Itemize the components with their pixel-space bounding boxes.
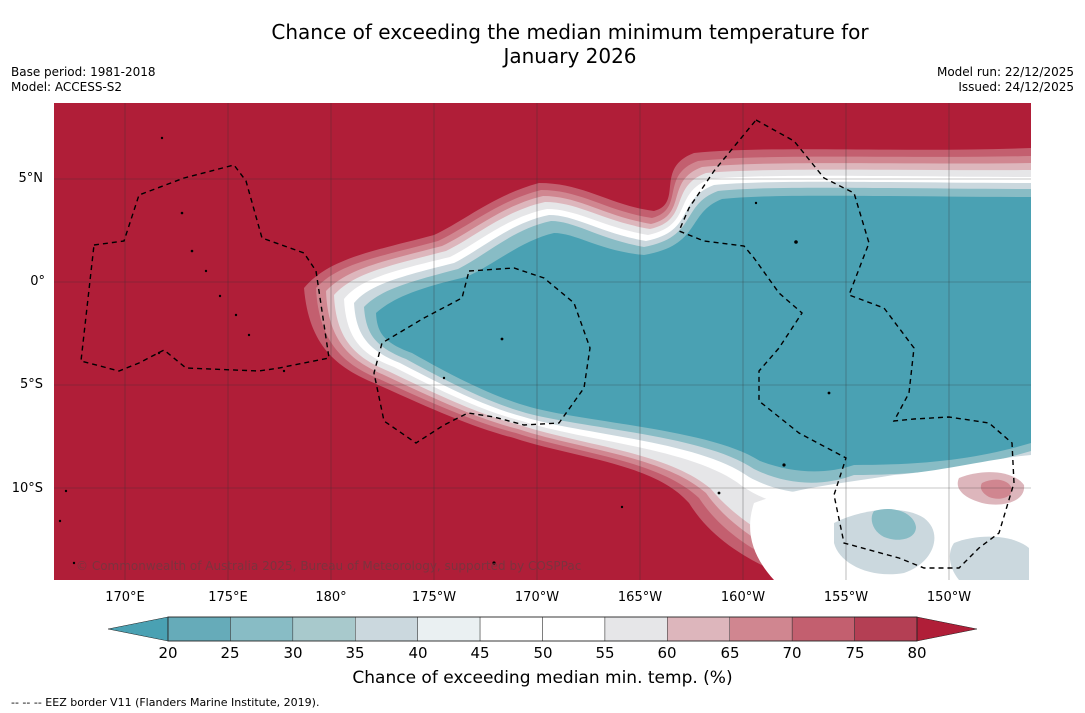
lat-label-0: 0° xyxy=(30,274,45,289)
colorbar-bin xyxy=(417,616,481,642)
island-dot xyxy=(620,505,624,509)
lon-label-170e: 170°E xyxy=(105,590,145,605)
lon-label-165w: 165°W xyxy=(617,590,663,605)
colorbar-bin xyxy=(355,616,418,642)
island-dot xyxy=(794,240,798,244)
island-dot xyxy=(492,561,496,565)
island-dot xyxy=(58,519,62,523)
lon-label-150w: 150°W xyxy=(926,590,972,605)
colorbar-extend-high xyxy=(916,616,978,642)
island-dot xyxy=(717,491,721,495)
colorbar-tick-75: 75 xyxy=(845,644,865,662)
colorbar-tick-25: 25 xyxy=(220,644,240,662)
lon-label-155w: 155°W xyxy=(823,590,869,605)
colorbar-tick-20: 20 xyxy=(158,644,178,662)
colorbar-tick-80: 80 xyxy=(907,644,927,662)
colorbar-tick-55: 55 xyxy=(595,644,615,662)
model-run: Model run: 22/12/2025 xyxy=(936,65,1074,79)
island-dot xyxy=(827,391,831,395)
lon-label-170w: 170°W xyxy=(514,590,560,605)
colorbar-bin xyxy=(167,616,231,642)
eez-line-islands xyxy=(678,119,1015,569)
lat-label-5n: 5°N xyxy=(18,171,44,186)
colorbar-tick-30: 30 xyxy=(283,644,303,662)
lat-label-5s: 5°S xyxy=(19,377,43,392)
southeast-teal-patch xyxy=(871,508,916,540)
map-svg xyxy=(54,103,1031,580)
meta-right: Model run: 22/12/2025 Issued: 24/12/2025 xyxy=(937,65,1074,95)
island-dot xyxy=(500,337,504,341)
colorbar-tick-50: 50 xyxy=(533,644,553,662)
island-dot xyxy=(234,313,238,317)
colorbar-bin xyxy=(667,616,731,642)
islands xyxy=(58,136,831,565)
island-dot xyxy=(282,369,286,373)
island-dot xyxy=(782,463,786,467)
island-dot xyxy=(157,351,161,355)
colorbar xyxy=(108,616,978,642)
title-line-2: January 2026 xyxy=(503,44,637,68)
island-dot xyxy=(64,489,68,493)
colorbar-tick-65: 65 xyxy=(720,644,740,662)
copyright-text: © Commonwealth of Australia 2025, Bureau… xyxy=(76,559,582,573)
colorbar-tick-35: 35 xyxy=(345,644,365,662)
model-name: Model: ACCESS-S2 xyxy=(11,80,123,94)
lon-label-160w: 160°W xyxy=(720,590,766,605)
island-dot xyxy=(190,249,194,253)
island-dot xyxy=(754,201,758,205)
colorbar-bin xyxy=(729,616,793,642)
meta-left: Base period: 1981-2018 Model: ACCESS-S2 xyxy=(11,65,156,95)
island-dot xyxy=(218,294,222,298)
eez-phoenix-islands xyxy=(373,267,591,444)
southeast-grey-patch-2 xyxy=(949,536,1029,580)
colorbar-label: Chance of exceeding median min. temp. (%… xyxy=(352,668,733,688)
southeast-red-patch xyxy=(980,479,1012,499)
colorbar-tick-70: 70 xyxy=(782,644,802,662)
lon-label-180: 180° xyxy=(315,590,347,605)
colorbar-bin xyxy=(542,616,606,642)
gridlines xyxy=(54,103,1031,580)
colorbar-outline xyxy=(167,616,918,642)
eez-tuvalu-kiribati-west xyxy=(80,164,330,372)
island-dot xyxy=(180,211,184,215)
colorbar-tick-45: 45 xyxy=(470,644,490,662)
eez-borders xyxy=(80,119,1015,569)
lon-label-175e: 175°E xyxy=(208,590,248,605)
island-dot xyxy=(442,376,446,380)
colorbar-tick-40: 40 xyxy=(408,644,428,662)
colorbar-extend-low xyxy=(108,616,169,642)
colorbar-bin xyxy=(604,616,668,642)
map-area xyxy=(54,103,1031,580)
colorbar-bin xyxy=(292,616,356,642)
title-line-1: Chance of exceeding the median minimum t… xyxy=(271,20,869,44)
island-dot xyxy=(204,269,208,273)
lon-label-175w: 175°W xyxy=(411,590,457,605)
colorbar-bin xyxy=(479,616,543,642)
colorbar-bin xyxy=(230,616,294,642)
map-title: Chance of exceeding the median minimum t… xyxy=(0,20,1085,68)
colorbar-bins xyxy=(167,616,918,642)
base-period: Base period: 1981-2018 xyxy=(11,65,156,79)
island-dot xyxy=(247,333,251,337)
eez-legend-note: -- -- -- EEZ border V11 (Flanders Marine… xyxy=(11,696,320,709)
lat-label-10s: 10°S xyxy=(11,481,43,496)
issued-date: Issued: 24/12/2025 xyxy=(958,80,1074,94)
contour-20 xyxy=(376,195,1031,472)
colorbar-bin xyxy=(854,616,918,642)
island-dot xyxy=(72,561,76,565)
colorbar-tick-60: 60 xyxy=(657,644,677,662)
island-dot xyxy=(160,136,164,140)
colorbar-bin xyxy=(791,616,855,642)
